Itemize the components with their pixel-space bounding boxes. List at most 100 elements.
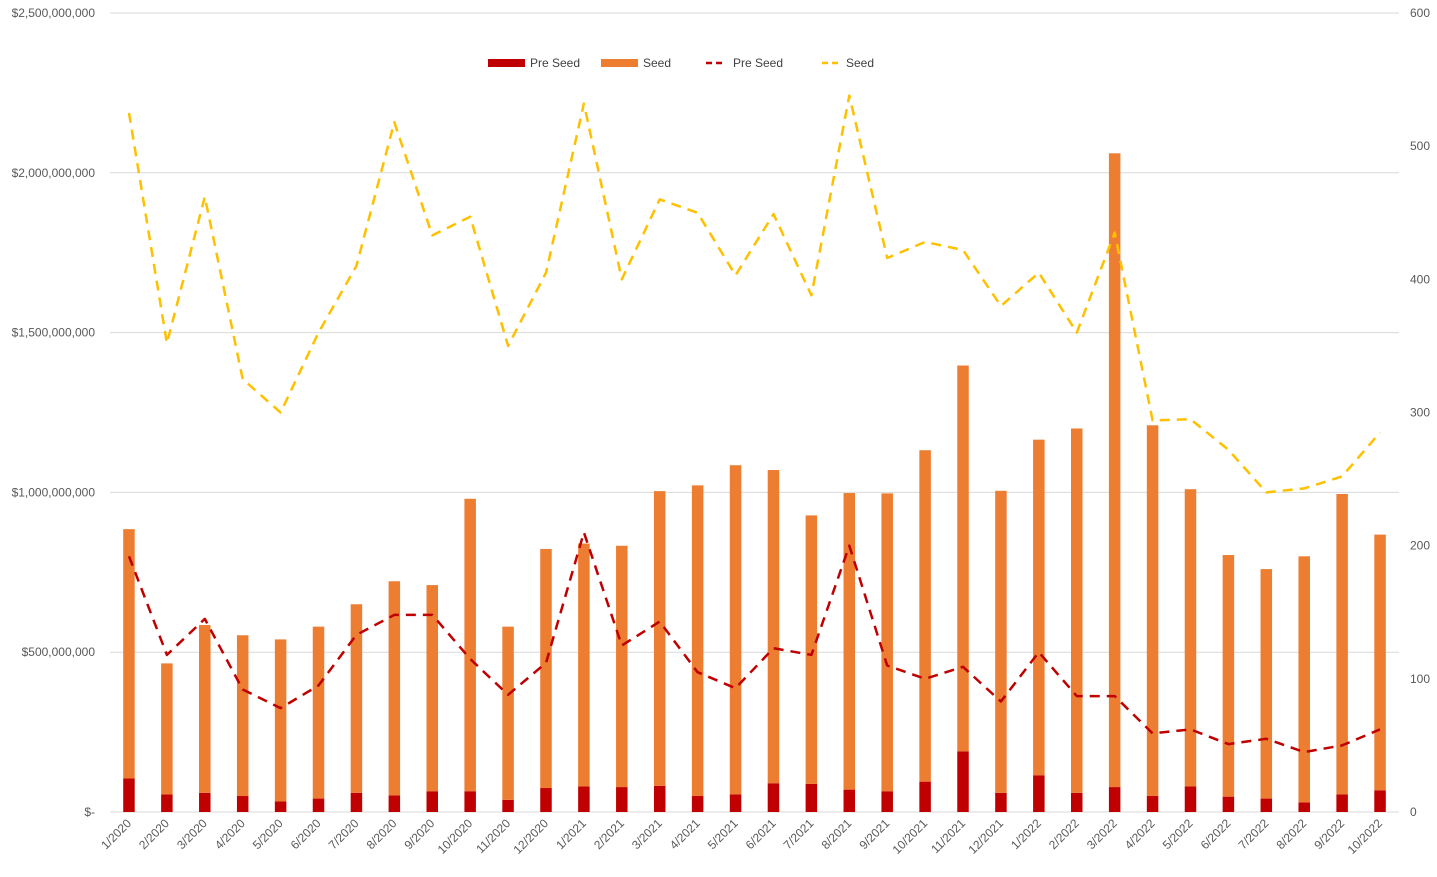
right-tick-label: 600: [1410, 6, 1430, 20]
legend-label: Pre Seed: [733, 56, 783, 70]
bar-seed: [1184, 489, 1197, 787]
bar-pre-seed: [388, 795, 401, 812]
x-tick-label: 9/2021: [856, 816, 892, 852]
x-axis: 1/2020 2/2020 3/2020 4/2020 5/2020 6/2020 7/20…: [98, 816, 1385, 857]
bar-pre-seed: [616, 787, 628, 812]
bar-pre-seed: [123, 778, 135, 812]
bar-pre-seed: [1298, 802, 1310, 812]
bar-pre-seed: [1146, 796, 1159, 812]
bar-pre-seed: [805, 783, 818, 812]
x-tick-label: 6/2020: [288, 816, 324, 852]
bar-pre-seed: [312, 798, 325, 812]
bar-seed: [729, 465, 742, 795]
left-tick-label: $1,000,000,000: [12, 485, 96, 499]
right-tick-label: 500: [1410, 139, 1430, 153]
x-tick-label: 2/2022: [1046, 816, 1082, 852]
bar-seed: [881, 493, 893, 792]
bar-pre-seed: [1184, 786, 1197, 812]
bar-pre-seed: [1222, 796, 1235, 812]
bar-pre-seed: [274, 801, 287, 812]
bar-seed: [767, 470, 780, 784]
x-tick-label: 2/2021: [591, 816, 627, 852]
legend-label: Seed: [643, 56, 671, 70]
left-tick-label: $2,000,000,000: [12, 166, 96, 180]
bar-pre-seed: [1033, 775, 1045, 812]
bar-pre-seed: [1071, 792, 1083, 812]
x-tick-label: 4/2022: [1122, 816, 1158, 852]
x-tick-label: 7/2022: [1236, 816, 1272, 852]
bar-pre-seed: [957, 751, 969, 812]
bar-pre-seed: [350, 792, 363, 812]
x-tick-label: 10/2022: [1345, 816, 1386, 857]
bar-pre-seed: [729, 794, 742, 812]
gridlines: [110, 12, 1399, 813]
x-tick-label: 5/2022: [1160, 816, 1196, 852]
x-tick-label: 7/2021: [781, 816, 817, 852]
x-tick-label: 3/2022: [1084, 816, 1120, 852]
x-tick-label: 8/2021: [819, 816, 855, 852]
x-tick-label: 6/2022: [1198, 816, 1234, 852]
bar-seed: [274, 639, 287, 802]
bar-pre-seed: [881, 791, 893, 812]
legend-swatch-bar: [488, 59, 525, 67]
x-tick-label: 12/2020: [511, 816, 552, 857]
bar-seed: [350, 604, 363, 793]
right-tick-label: 400: [1410, 272, 1430, 286]
bar-pre-seed: [1374, 790, 1386, 812]
bar-seed: [578, 543, 590, 787]
bar-seed: [540, 548, 552, 789]
x-tick-label: 9/2020: [402, 816, 438, 852]
bar-seed: [843, 493, 856, 790]
bars-layer: [123, 153, 1386, 812]
legend-swatch-bar: [601, 59, 638, 67]
bar-seed: [161, 663, 173, 795]
x-tick-label: 4/2021: [667, 816, 703, 852]
x-tick-label: 6/2021: [743, 816, 779, 852]
bar-pre-seed: [653, 785, 666, 812]
x-tick-label: 8/2022: [1273, 816, 1309, 852]
bar-pre-seed: [236, 796, 249, 812]
bar-pre-seed: [1108, 787, 1121, 812]
right-tick-label: 300: [1410, 406, 1430, 420]
x-tick-label: 3/2020: [174, 816, 210, 852]
bar-seed: [236, 635, 249, 797]
bar-seed: [1336, 493, 1348, 795]
x-tick-label: 10/2021: [890, 816, 931, 857]
bar-pre-seed: [426, 791, 438, 812]
bar-seed: [616, 545, 628, 788]
legend-label: Pre Seed: [530, 56, 580, 70]
bar-seed: [1298, 556, 1310, 803]
bar-seed: [1260, 569, 1273, 799]
bar-seed: [199, 625, 211, 793]
bar-pre-seed: [540, 788, 552, 812]
x-tick-label: 1/2022: [1008, 816, 1044, 852]
bar-seed: [502, 626, 514, 800]
line-pre-seed-count: [127, 531, 1381, 754]
legend: Pre Seed Seed Pre Seed Seed: [488, 56, 874, 70]
bar-pre-seed: [1336, 794, 1348, 812]
x-tick-label: 5/2020: [250, 816, 286, 852]
bar-seed: [388, 581, 401, 796]
bar-seed: [1222, 555, 1235, 797]
left-tick-label: $-: [84, 805, 95, 819]
left-axis: $- $500,000,000 $1,000,000,000 $1,500,000,0…: [12, 6, 96, 819]
bar-seed: [957, 365, 969, 752]
bar-seed: [919, 450, 931, 782]
x-tick-label: 9/2022: [1311, 816, 1347, 852]
bar-pre-seed: [995, 792, 1007, 812]
x-tick-label: 1/2021: [553, 816, 589, 852]
x-tick-label: 11/2021: [928, 816, 968, 856]
right-axis: 0 100 200 300 400 500 600: [1410, 6, 1430, 819]
x-tick-label: 5/2021: [705, 816, 741, 852]
x-tick-label: 4/2020: [212, 816, 248, 852]
bar-seed: [653, 491, 666, 786]
bar-seed: [805, 515, 818, 784]
bar-pre-seed: [691, 796, 704, 812]
x-tick-label: 2/2020: [136, 816, 172, 852]
bar-pre-seed: [919, 781, 931, 812]
bar-seed: [995, 490, 1007, 793]
bar-seed: [1071, 428, 1083, 793]
bar-seed: [691, 485, 704, 797]
